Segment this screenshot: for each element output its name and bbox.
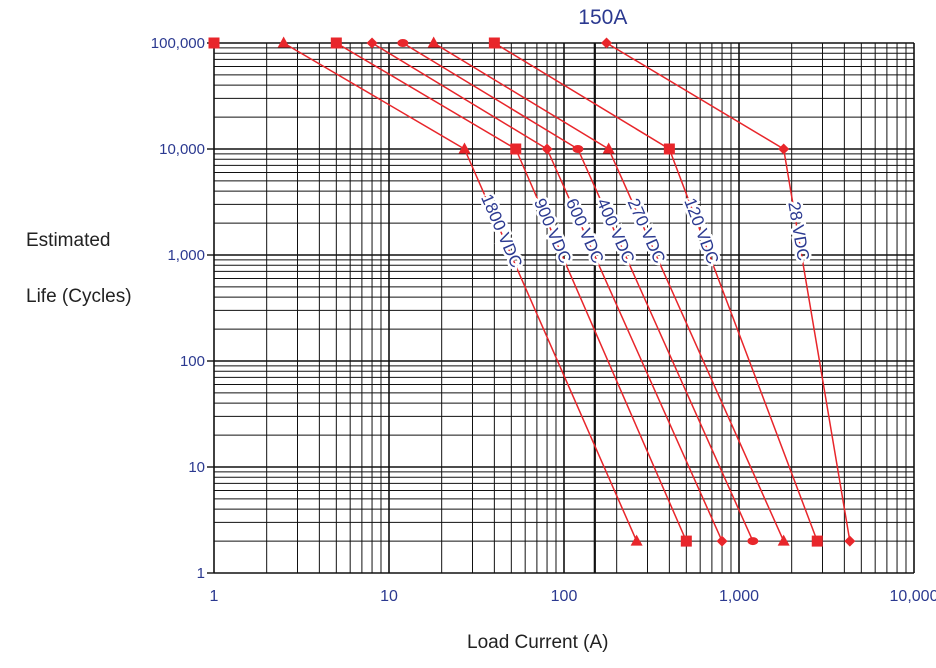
data-point-square [663,143,675,155]
data-point-triangle [630,534,643,546]
series-label-1800-vdc: 1800 VDC [477,191,526,270]
x-tick-label: 1,000 [719,588,759,605]
y-tick-label: 1,000 [167,247,205,264]
data-point-diamond [541,143,553,155]
series-1800-vdc: 1800 VDC [277,36,643,546]
data-point-diamond [716,535,728,547]
data-point-square [488,37,500,49]
data-point-square [680,535,692,547]
grid-lines [213,42,915,574]
data-point-square [330,37,342,49]
data-point-diamond [778,143,790,155]
y-tick-label: 10 [188,459,205,476]
y-tick-label: 1 [197,565,205,582]
data-point-triangle [427,36,440,48]
y-tick-label: 100,000 [151,35,205,52]
data-point-square [510,143,522,155]
data-point-triangle [277,36,290,48]
x-tick-label: 1 [210,588,219,605]
data-point-circle [572,145,584,153]
y-tick-label: 100 [180,353,205,370]
data-point-square [811,535,823,547]
data-point-triangle [602,142,615,154]
x-tick-label: 10,000 [890,588,936,605]
x-tick-label: 10 [380,588,398,605]
data-point-triangle [458,142,471,154]
x-tick-label: 100 [551,588,578,605]
y-tick-label: 10,000 [159,141,205,158]
x-axis-label: Load Current (A) [467,632,609,653]
data-point-triangle [777,534,790,546]
data-point-square [208,37,220,49]
data-point-diamond [366,37,378,49]
y-axis-label-line1: Estimated [26,230,111,251]
chart-title: 150A [578,6,627,29]
y-axis-label-line2: Life (Cycles) [26,286,132,307]
series-label-28-vdc: 28 VDC [784,200,813,262]
data-point-circle [747,537,759,546]
data-point-diamond [844,535,856,547]
data-point-circle [397,39,409,47]
series-28-vdc: 28 VDC [601,37,856,547]
data-point-diamond [601,37,613,49]
